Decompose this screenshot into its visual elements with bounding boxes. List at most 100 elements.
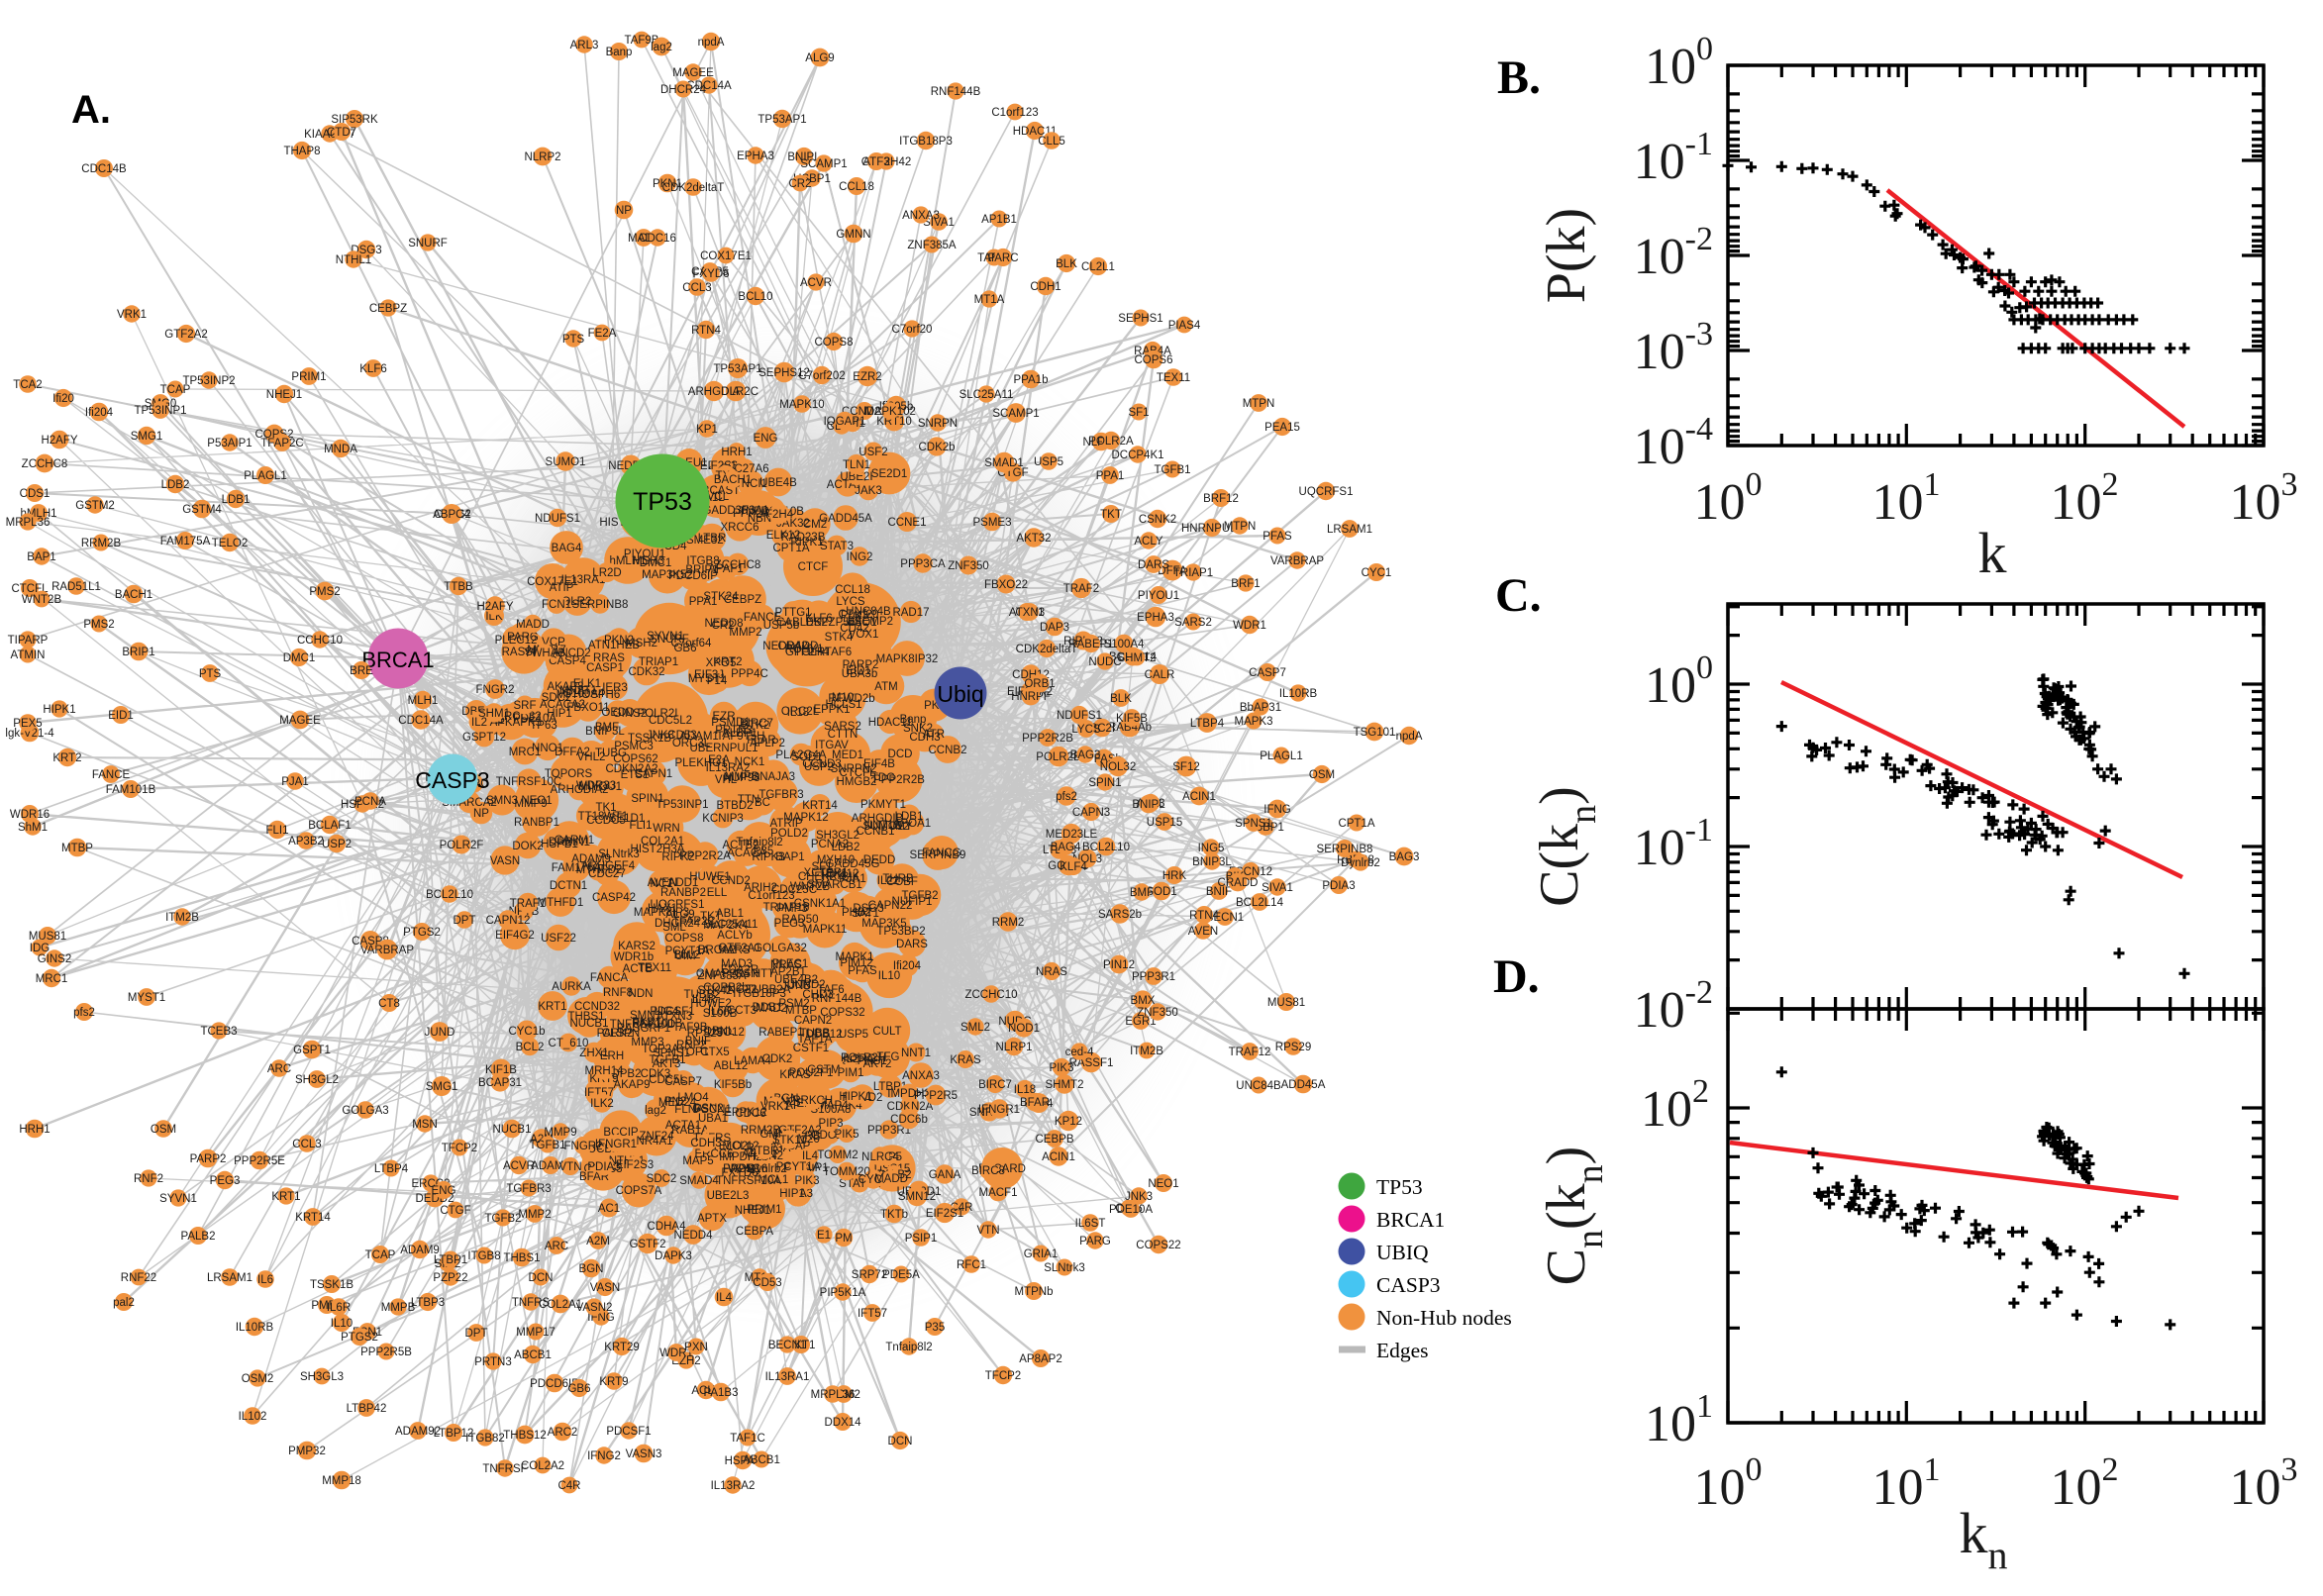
svg-text:BACH1: BACH1 [714, 474, 752, 486]
svg-text:H2AFY: H2AFY [476, 601, 513, 613]
svg-text:NNT12: NNT12 [864, 820, 900, 832]
svg-text:KRT29: KRT29 [604, 1342, 640, 1353]
svg-text:ABCB1: ABCB1 [514, 1349, 552, 1361]
svg-text:P(k): P(k) [1536, 208, 1597, 303]
svg-text:PMS2: PMS2 [309, 586, 340, 598]
svg-text:SMN12: SMN12 [898, 1191, 936, 1203]
svg-text:SMAD4: SMAD4 [679, 1175, 719, 1187]
svg-text:KRAS: KRAS [950, 1054, 981, 1066]
svg-text:ARC: ARC [267, 1063, 291, 1075]
svg-text:MTHFD1: MTHFD1 [538, 897, 584, 909]
svg-text:NRAS: NRAS [1036, 966, 1067, 978]
svg-text:HUWE1: HUWE1 [689, 871, 731, 883]
svg-text:TK1: TK1 [595, 802, 616, 814]
svg-text:IL10RB: IL10RB [1279, 688, 1318, 700]
svg-text:SMG1: SMG1 [131, 431, 163, 443]
svg-text:CR2: CR2 [711, 620, 734, 632]
svg-text:UBE4B: UBE4B [759, 477, 797, 489]
svg-text:PPP4C: PPP4C [731, 668, 768, 680]
svg-text:Ifi204: Ifi204 [893, 960, 922, 972]
svg-text:ORC2L: ORC2L [781, 706, 820, 718]
svg-text:PPP2R5B: PPP2R5B [360, 1347, 412, 1358]
svg-text:LDB2: LDB2 [161, 479, 190, 491]
svg-text:PDIA3: PDIA3 [1322, 880, 1355, 892]
svg-text:MAPK12: MAPK12 [783, 812, 828, 824]
svg-text:CDC14B: CDC14B [81, 163, 127, 175]
svg-text:S100A4: S100A4 [1104, 639, 1146, 650]
svg-text:WNT2B: WNT2B [22, 594, 62, 606]
svg-text:BIRC7: BIRC7 [740, 718, 773, 730]
svg-text:LTBP1: LTBP1 [434, 1254, 467, 1266]
svg-text:CDH1: CDH1 [1030, 281, 1060, 293]
svg-text:THAP8: THAP8 [283, 146, 320, 157]
svg-text:VARBRAP: VARBRAP [360, 945, 414, 956]
svg-text:SARS2b: SARS2b [1098, 909, 1142, 921]
svg-text:PIYOU1: PIYOU1 [1138, 590, 1179, 602]
svg-text:TKT: TKT [700, 911, 722, 923]
svg-text:P53AIP1: P53AIP1 [207, 438, 252, 449]
svg-text:PPP2R2B: PPP2R2B [873, 774, 925, 786]
svg-text:BRIP1: BRIP1 [685, 564, 718, 576]
svg-text:VASN3: VASN3 [626, 1448, 662, 1460]
svg-text:PFAS: PFAS [848, 965, 877, 977]
svg-text:LR2D: LR2D [592, 567, 621, 579]
svg-text:MAP2K4: MAP2K4 [703, 920, 749, 932]
svg-text:ACTA1: ACTA1 [665, 1120, 701, 1132]
svg-text:FXYD6: FXYD6 [721, 1167, 758, 1179]
svg-text:SMARCB1: SMARCB1 [807, 879, 862, 891]
svg-text:COX17E1: COX17E1 [700, 250, 752, 262]
svg-text:PEG3: PEG3 [210, 1175, 241, 1187]
svg-text:TGFB2: TGFB2 [901, 890, 938, 902]
svg-text:DSG3: DSG3 [853, 903, 883, 915]
svg-text:HAX1: HAX1 [648, 903, 677, 915]
svg-text:DDX14: DDX14 [824, 1417, 861, 1429]
svg-text:WRN: WRN [653, 823, 679, 835]
svg-text:TELO2: TELO2 [712, 1141, 748, 1152]
svg-text:CDC27: CDC27 [588, 868, 626, 880]
svg-text:TAF9B: TAF9B [673, 1022, 708, 1034]
svg-text:ZNF350: ZNF350 [1137, 1007, 1178, 1019]
svg-text:WDR1: WDR1 [1233, 620, 1266, 632]
svg-text:CTD7: CTD7 [327, 127, 356, 139]
svg-text:CD53: CD53 [753, 1277, 781, 1289]
svg-text:PRKCH: PRKCH [793, 1095, 833, 1107]
svg-text:RAB1A: RAB1A [671, 1125, 709, 1137]
svg-text:RNF22: RNF22 [121, 1272, 156, 1284]
svg-text:MRH14: MRH14 [585, 1065, 625, 1077]
svg-text:HCLS1: HCLS1 [825, 699, 861, 711]
svg-text:FAM101B: FAM101B [106, 784, 156, 796]
svg-text:NDN: NDN [629, 988, 654, 1000]
svg-text:TUBB2A: TUBB2A [747, 984, 791, 996]
svg-text:TOMM2: TOMM2 [817, 1149, 858, 1161]
svg-text:UBA3b: UBA3b [842, 668, 877, 680]
svg-text:BECN1: BECN1 [768, 1340, 806, 1351]
svg-text:C7orf64: C7orf64 [671, 638, 713, 649]
svg-text:WT1: WT1 [604, 811, 628, 823]
svg-text:PLAGL1: PLAGL1 [1260, 750, 1302, 762]
svg-text:PSME3: PSME3 [973, 517, 1012, 529]
svg-text:CASP1: CASP1 [586, 662, 624, 674]
svg-text:ATF3: ATF3 [862, 156, 889, 168]
svg-text:PSIP1: PSIP1 [905, 1233, 938, 1245]
svg-text:DRBIN1: DRBIN1 [549, 837, 590, 848]
svg-text:USP5b: USP5b [763, 620, 799, 632]
svg-text:EID1: EID1 [846, 665, 871, 677]
svg-text:ALBP1: ALBP1 [722, 728, 758, 740]
svg-text:TOP1: TOP1 [679, 1047, 709, 1058]
svg-text:PSMD1: PSMD1 [711, 717, 751, 729]
svg-text:CCL3: CCL3 [292, 1139, 321, 1150]
svg-text:TKTb: TKTb [880, 1209, 908, 1221]
svg-text:PTS: PTS [199, 668, 222, 680]
svg-text:hMLH1: hMLH1 [609, 555, 646, 567]
svg-text:VTN: VTN [559, 1161, 582, 1173]
svg-text:NEDD8: NEDD8 [705, 618, 744, 630]
svg-text:VASN: VASN [590, 1282, 620, 1294]
svg-text:CR2: CR2 [788, 178, 811, 190]
svg-text:MMP3: MMP3 [631, 1037, 663, 1048]
svg-text:TAF6: TAF6 [817, 984, 844, 996]
svg-text:RIPK2: RIPK2 [661, 851, 694, 863]
svg-text:PRTN3: PRTN3 [715, 725, 753, 737]
svg-text:COL2A1: COL2A1 [641, 836, 684, 848]
svg-text:SE2D1: SE2D1 [871, 468, 907, 480]
svg-text:KLF6: KLF6 [805, 613, 833, 625]
